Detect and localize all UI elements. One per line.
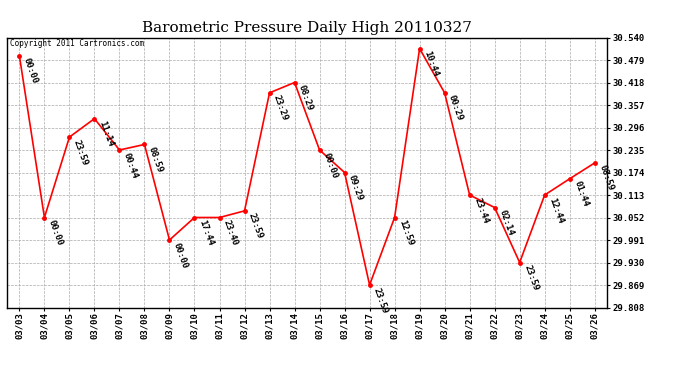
Text: 23:59: 23:59 [72, 138, 90, 166]
Text: 02:14: 02:14 [497, 209, 515, 237]
Text: Copyright 2011 Cartronics.com: Copyright 2011 Cartronics.com [10, 39, 144, 48]
Text: 12:59: 12:59 [397, 219, 415, 247]
Text: 00:00: 00:00 [322, 151, 339, 180]
Text: 09:29: 09:29 [347, 174, 365, 202]
Text: 23:40: 23:40 [222, 219, 239, 247]
Text: 12:44: 12:44 [547, 196, 565, 225]
Text: 00:44: 00:44 [122, 151, 139, 180]
Text: 00:00: 00:00 [22, 57, 39, 86]
Text: 10:44: 10:44 [422, 50, 440, 78]
Title: Barometric Pressure Daily High 20110327: Barometric Pressure Daily High 20110327 [142, 21, 472, 35]
Text: 00:29: 00:29 [447, 94, 465, 122]
Text: 00:00: 00:00 [172, 241, 190, 270]
Text: 23:59: 23:59 [247, 212, 265, 240]
Text: 17:44: 17:44 [197, 219, 215, 247]
Text: 00:00: 00:00 [47, 219, 65, 247]
Text: 23:59: 23:59 [522, 264, 540, 292]
Text: 11:14: 11:14 [97, 120, 115, 148]
Text: 23:44: 23:44 [472, 196, 490, 225]
Text: 23:29: 23:29 [272, 94, 290, 122]
Text: 08:29: 08:29 [297, 84, 315, 112]
Text: 23:59: 23:59 [372, 286, 390, 315]
Text: 08:59: 08:59 [147, 146, 165, 174]
Text: 08:59: 08:59 [598, 164, 615, 192]
Text: 01:44: 01:44 [572, 180, 590, 208]
